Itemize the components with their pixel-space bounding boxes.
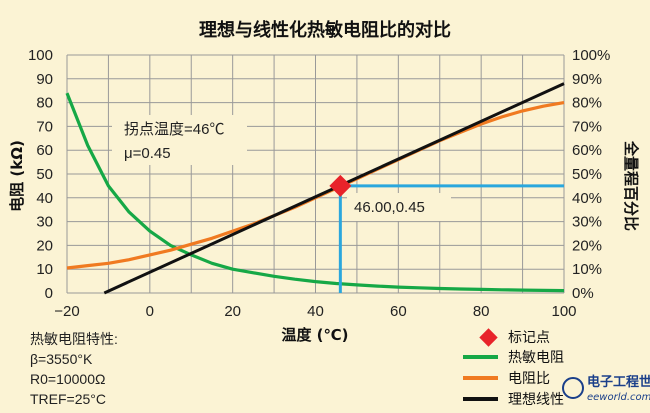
x-tick-label: 0 <box>146 303 154 320</box>
legend-marker-swatch <box>479 328 498 347</box>
x-tick-label: 40 <box>307 303 324 320</box>
series-thermistor-line <box>65 92 565 293</box>
y2-tick-label: 60% <box>572 142 602 159</box>
marker-guides <box>338 184 564 293</box>
legend-ratio-label: 电阻比 <box>508 371 550 387</box>
y-tick-label: 70 <box>36 118 53 135</box>
thermistor-beta: β=3550°K <box>30 351 93 367</box>
mu-annotation: μ=0.45 <box>124 145 171 162</box>
y2-tick-label: 20% <box>572 237 602 254</box>
legend-thermistor-label: 热敏电阻 <box>508 350 564 366</box>
y2-tick-label: 0% <box>572 285 594 302</box>
thermistor-spec-heading: 热敏电阻特性: <box>30 331 118 347</box>
x-tick-label: −20 <box>54 303 79 320</box>
marker-label-box <box>347 193 451 221</box>
legend-item-thermistor: 热敏电阻 <box>463 350 564 366</box>
y-tick-label: 90 <box>36 71 53 88</box>
y-tick-label: 40 <box>36 190 53 207</box>
legend-marker-label: 标记点 <box>508 330 550 346</box>
y-tick-label: 60 <box>36 142 53 159</box>
y-tick-label: 50 <box>36 166 53 183</box>
tick-labels: 0 0% 10 10% 20 20% 30 30% 40 40% 50 50% 60 60% 70 70% 80… <box>28 47 610 320</box>
legend-item-marker: 标记点 <box>479 328 550 347</box>
legend-item-ideal: 理想线性 <box>463 392 564 408</box>
y2-tick-label: 10% <box>572 261 602 278</box>
inflection-annotation-box <box>112 115 247 165</box>
y-tick-label: 20 <box>36 237 53 254</box>
thermistor-tref: TREF=25°C <box>30 391 106 407</box>
legend-ideal-label: 理想线性 <box>508 392 564 408</box>
y2-axis-label: 全量程百分比 <box>622 140 640 231</box>
chart-title: 理想与线性化热敏电阻比的对比 <box>199 19 451 41</box>
x-axis-label: 温度 (℃) <box>281 326 348 344</box>
y2-tick-label: 40% <box>572 190 602 207</box>
y2-tick-label: 80% <box>572 95 602 112</box>
y2-tick-label: 50% <box>572 166 602 183</box>
y2-tick-label: 70% <box>572 118 602 135</box>
marker-point <box>329 174 352 197</box>
x-tick-label: 20 <box>224 303 241 320</box>
x-tick-label: 100 <box>551 303 576 320</box>
watermark-logo-icon <box>562 377 584 399</box>
x-tick-label: 80 <box>473 303 490 320</box>
y-tick-label: 10 <box>36 261 53 278</box>
watermark-title: 电子工程世界 <box>587 374 650 390</box>
y-tick-label: 80 <box>36 95 53 112</box>
y-tick-label: 100 <box>28 47 53 64</box>
thermistor-r0: R0=10000Ω <box>30 371 105 387</box>
y-axis-label: 电阻 (kΩ) <box>8 140 26 212</box>
legend-item-ratio: 电阻比 <box>463 371 550 387</box>
watermark: 电子工程世界 eeworld.com.cn <box>562 374 650 403</box>
watermark-url: eeworld.com.cn <box>587 392 650 403</box>
y2-tick-label: 90% <box>572 71 602 88</box>
marker-layer <box>329 174 352 197</box>
marker-label: 46.00,0.45 <box>354 199 425 216</box>
x-tick-label: 60 <box>390 303 407 320</box>
y-tick-label: 30 <box>36 214 53 231</box>
y2-tick-label: 100% <box>572 47 610 64</box>
inflection-annotation: 拐点温度=46℃ <box>124 121 224 138</box>
legend: 标记点 热敏电阻 电阻比 理想线性 <box>463 328 564 408</box>
y-tick-label: 0 <box>45 285 53 302</box>
y2-tick-label: 30% <box>572 214 602 231</box>
